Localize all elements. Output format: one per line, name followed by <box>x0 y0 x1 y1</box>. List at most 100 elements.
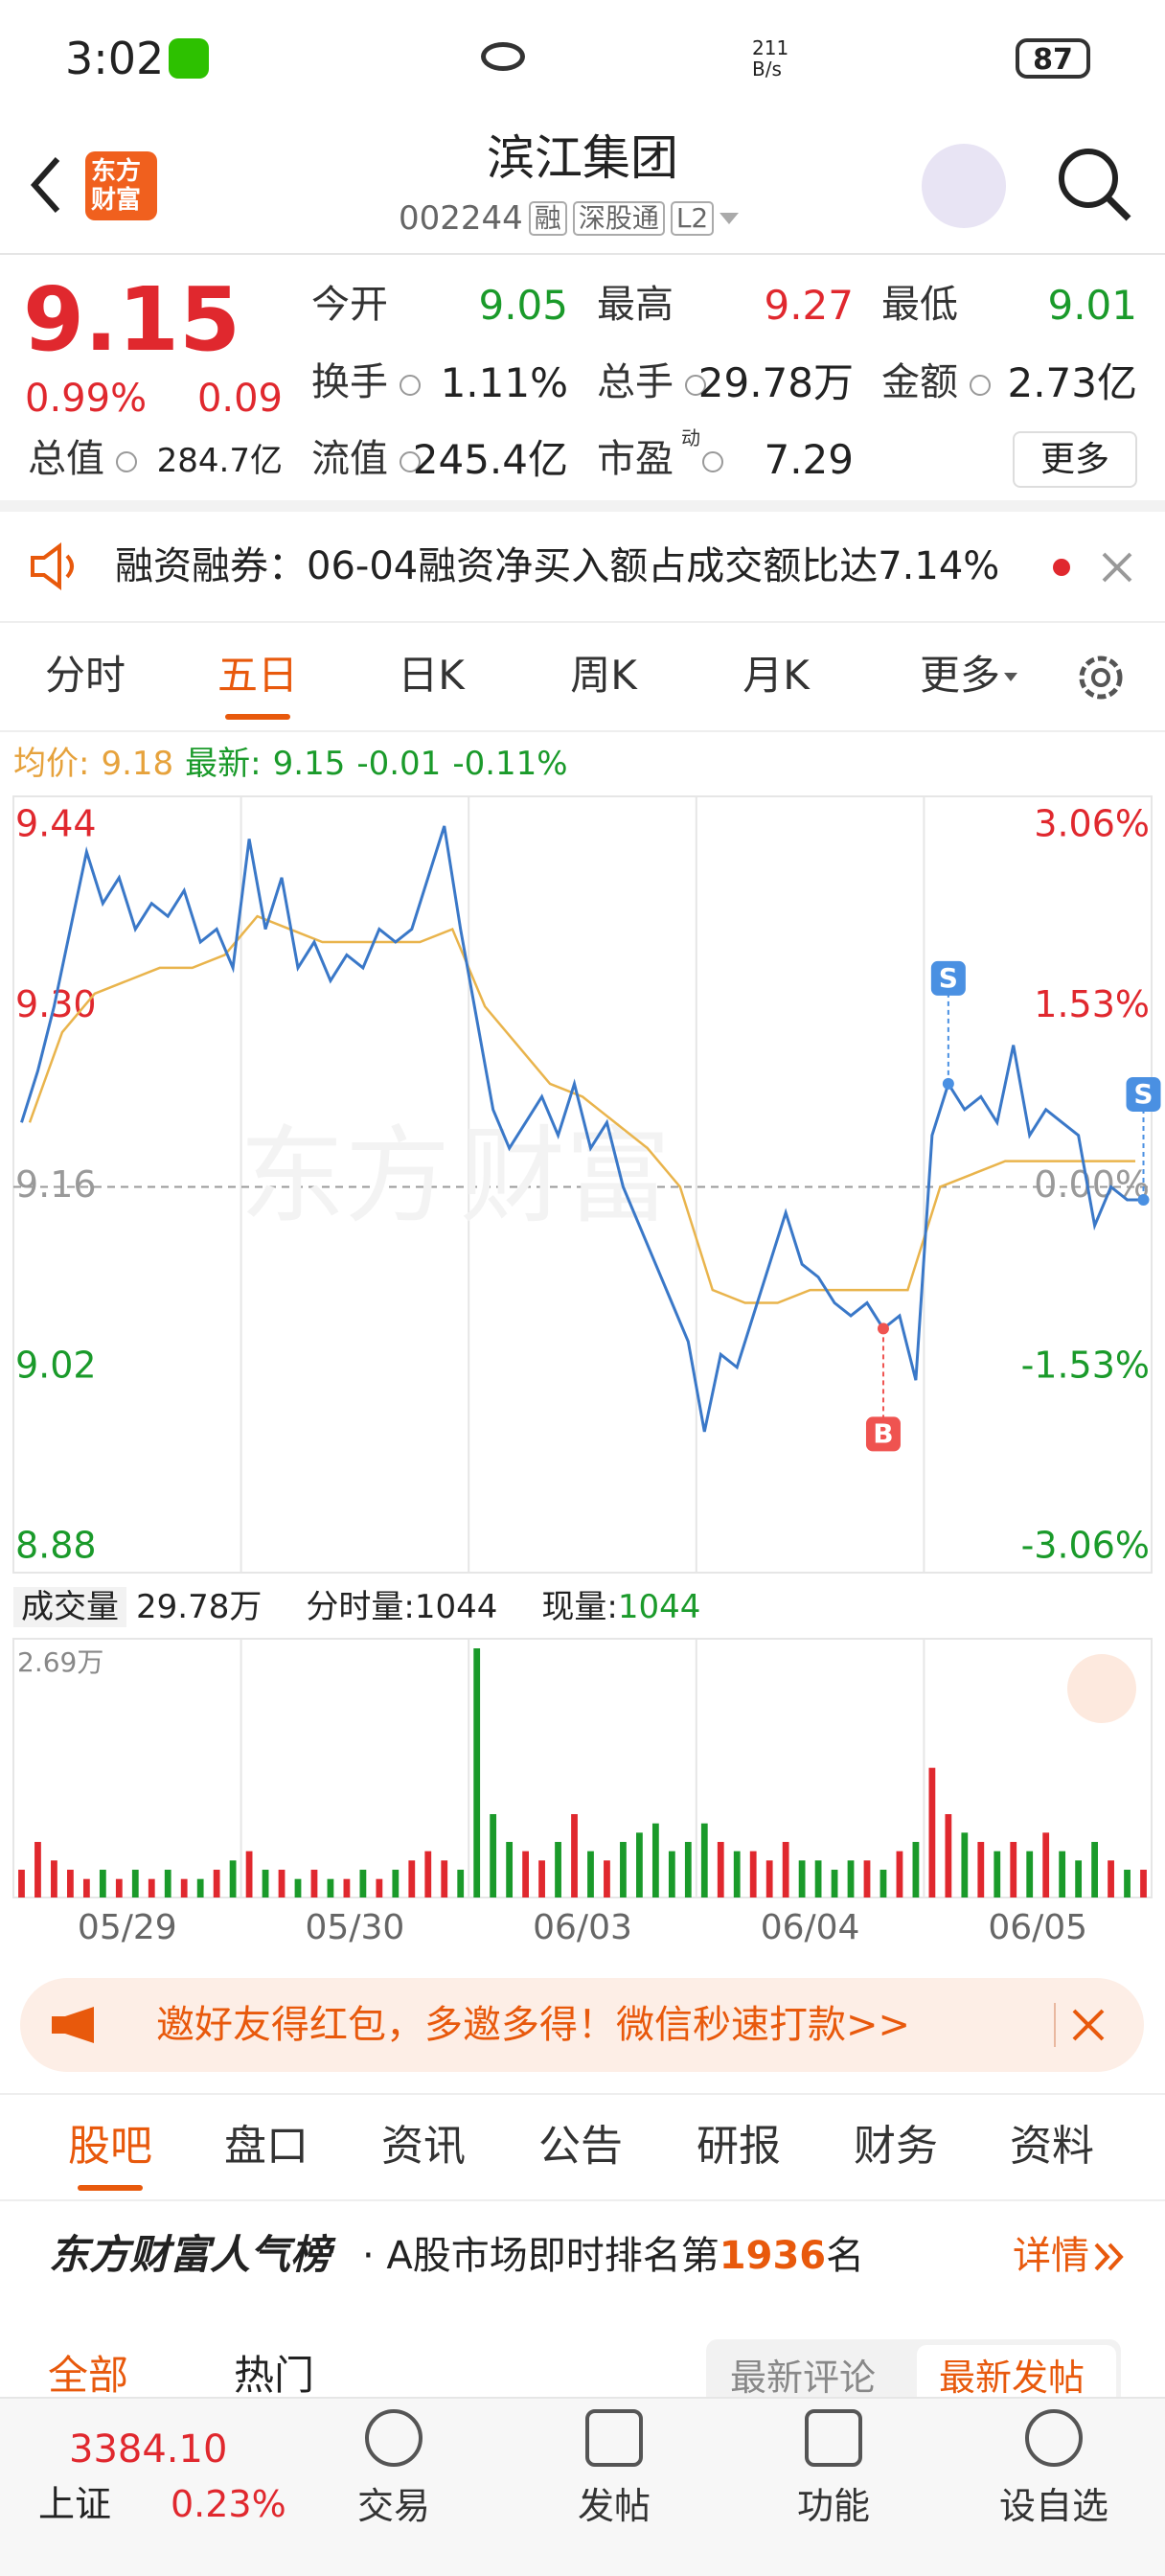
marker-badge <box>930 960 966 996</box>
close-notice[interactable] <box>1100 550 1134 585</box>
y2-tick-label: -3.06% <box>1021 1525 1150 1567</box>
sort-option[interactable]: 最新评论 <box>730 2357 877 2399</box>
nav-label[interactable]: 交易 <box>356 2485 430 2527</box>
volume-bar <box>457 1870 465 1898</box>
nav-icon <box>1025 2409 1083 2467</box>
eye-icon <box>481 42 525 71</box>
field-value: 284.7亿 <box>156 442 283 480</box>
field-sup: 动 <box>681 426 700 449</box>
volume-bar <box>977 1842 985 1898</box>
section-tab[interactable]: 财务 <box>854 2122 938 2171</box>
x-tick-label: 06/05 <box>988 1908 1087 1947</box>
expand-button[interactable] <box>1067 1654 1136 1723</box>
assistant-avatar[interactable] <box>922 144 1006 228</box>
section-tab[interactable]: 公告 <box>538 2122 623 2171</box>
y-tick-label: 9.02 <box>15 1344 97 1386</box>
marker-label: S <box>1133 1078 1153 1110</box>
index-name[interactable]: 上证 <box>38 2483 112 2525</box>
stock-code: 002244 <box>399 199 523 238</box>
nav-label[interactable]: 功能 <box>796 2485 870 2527</box>
volume-bar <box>310 1870 318 1898</box>
badge: 融 <box>528 201 567 236</box>
bottom-nav <box>0 2397 1165 2576</box>
badge: L2 <box>670 201 715 236</box>
volume-bar <box>376 1878 383 1898</box>
volume-bar <box>67 1870 74 1898</box>
current-label: 现量: <box>541 1588 618 1626</box>
megaphone-icon <box>52 2007 94 2043</box>
volume-bar <box>99 1870 106 1898</box>
section-tab[interactable]: 资料 <box>1010 2122 1094 2171</box>
marker-label: B <box>873 1417 893 1449</box>
nav-label[interactable]: 发帖 <box>577 2485 651 2527</box>
notice-text[interactable]: 融资融券：06-04融资净买入额占成交额比达7.14% <box>115 544 1000 588</box>
tab[interactable]: 更多 <box>919 652 1000 699</box>
volume-bar <box>798 1860 806 1898</box>
y2-tick-label: 3.06% <box>1034 803 1150 845</box>
chevron <box>1094 2242 1124 2271</box>
search-button[interactable] <box>1054 144 1134 224</box>
watermark: 东方 <box>240 1115 450 1237</box>
volume-bar <box>278 1870 286 1898</box>
volume-bar <box>51 1860 57 1898</box>
volume-label[interactable]: 成交量 <box>13 1587 126 1627</box>
field-label: 总值 <box>28 437 104 481</box>
volume-bar <box>1010 1842 1017 1898</box>
subtab[interactable]: 热门 <box>234 2352 315 2399</box>
volume-bar <box>131 1870 139 1898</box>
divider <box>0 2093 1165 2095</box>
field-value: 9.27 <box>764 282 854 329</box>
ranking-link[interactable]: 详情 <box>1013 2234 1089 2278</box>
volume-bar <box>863 1860 871 1898</box>
tab[interactable]: 日K <box>398 652 465 699</box>
section-tab[interactable]: 盘口 <box>224 2122 308 2171</box>
tab[interactable]: 周K <box>570 652 637 699</box>
volume-bar <box>522 1851 529 1898</box>
net-speed: 211 <box>752 36 789 59</box>
promo-banner[interactable] <box>20 1978 1144 2072</box>
field-value: 2.73亿 <box>1007 359 1137 406</box>
settings-button[interactable] <box>1073 650 1129 705</box>
index-value[interactable]: 3384.10 <box>69 2427 228 2472</box>
avg-value: 9.18 <box>101 745 174 783</box>
section-tab[interactable]: 资讯 <box>381 2122 466 2171</box>
volume-bar <box>359 1870 367 1898</box>
volume-bar <box>180 1878 188 1898</box>
volume-bar <box>831 1870 838 1898</box>
field-label: 最低 <box>881 283 958 327</box>
info-icon <box>400 451 421 472</box>
volume-bar <box>213 1870 220 1898</box>
volume-bar <box>473 1648 481 1898</box>
watermark: 财富 <box>460 1115 671 1237</box>
tick-qty: 1044 <box>414 1588 498 1626</box>
current-qty: 1044 <box>617 1588 701 1626</box>
volume-bar <box>262 1870 269 1898</box>
price-line <box>20 825 1144 1433</box>
volume-bar <box>1042 1832 1050 1898</box>
close-banner[interactable] <box>1071 2008 1106 2042</box>
volume-bar <box>82 1878 90 1898</box>
banner-text[interactable]: 邀好友得红包，多邀多得！微信秒速打款>> <box>156 2003 911 2047</box>
back-button[interactable] <box>27 153 65 217</box>
field-label: 流值 <box>311 437 388 481</box>
nav-label[interactable]: 设自选 <box>998 2485 1108 2527</box>
section-tab[interactable]: 研报 <box>697 2122 781 2171</box>
volume-bar <box>651 1823 659 1898</box>
tab[interactable]: 分时 <box>44 652 126 699</box>
tab[interactable]: 月K <box>742 652 810 699</box>
volume-total: 29.78万 <box>136 1588 263 1626</box>
y-tick-label: 9.44 <box>15 803 97 845</box>
more-button[interactable]: 更多 <box>1013 431 1137 488</box>
field-value: 245.4亿 <box>412 436 568 483</box>
subtab-active[interactable]: 全部 <box>48 2352 129 2399</box>
volume-bar <box>164 1870 171 1898</box>
logo-text: 东方 <box>91 157 142 186</box>
latest-change: -0.01 <box>356 745 442 783</box>
change-pct: 0.99% <box>25 377 148 421</box>
index-change[interactable]: 0.23% <box>171 2483 286 2525</box>
volume-bar <box>684 1842 692 1898</box>
sort-option-active[interactable]: 最新发帖 <box>939 2357 1085 2399</box>
tab-active[interactable]: 五日 <box>217 652 298 699</box>
section-tab-active[interactable]: 股吧 <box>68 2122 152 2171</box>
